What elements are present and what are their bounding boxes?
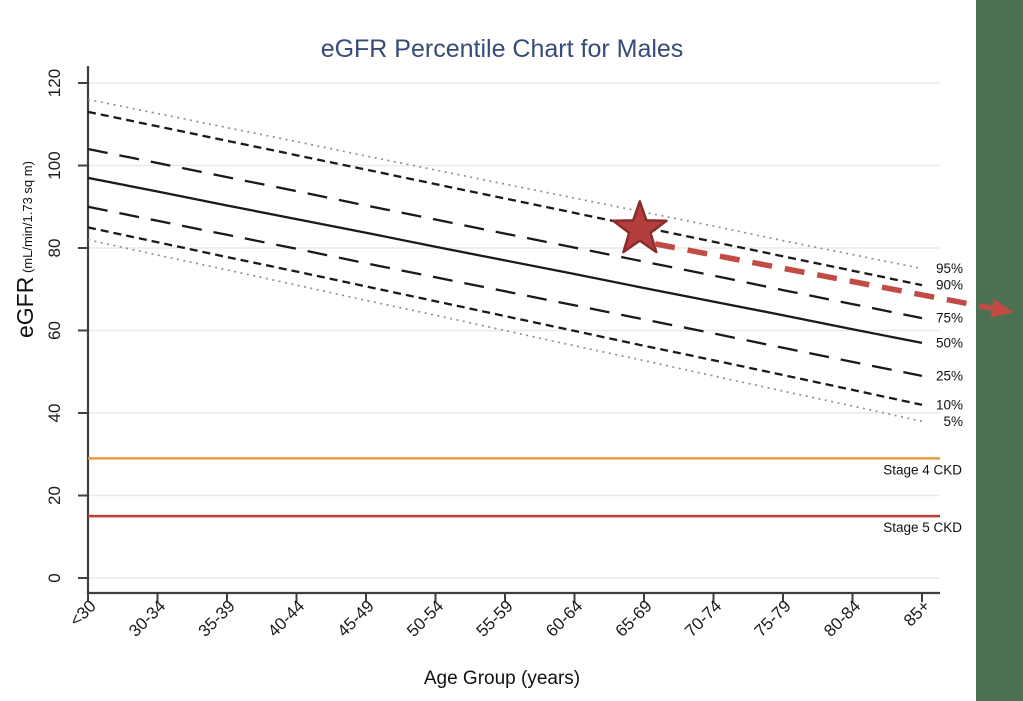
reference-label: Stage 5 CKD — [883, 520, 962, 535]
projection-arrow-head — [990, 298, 1014, 318]
side-band — [976, 0, 1023, 701]
reference-label: Stage 4 CKD — [883, 462, 962, 477]
y-axis-title-units: (mL/min/1.73 sq m) — [20, 161, 35, 277]
percentile-label-90: 90% — [936, 278, 963, 293]
y-axis-title: eGFR (mL/min/1.73 sq m) — [12, 161, 38, 338]
y-axis-title-main: eGFR — [12, 277, 38, 338]
percentile-line-50 — [87, 176, 923, 345]
percentile-label-50: 50% — [936, 335, 963, 350]
chart-title: eGFR Percentile Chart for Males — [321, 35, 684, 63]
patient-star-marker — [611, 200, 668, 254]
percentile-label-95: 95% — [936, 261, 963, 276]
y-tick-label: 120 — [45, 69, 64, 97]
y-tick-label: 60 — [45, 321, 64, 340]
y-tick-label: 100 — [45, 151, 64, 179]
percentile-label-25: 25% — [936, 368, 963, 383]
percentile-line-90 — [87, 110, 923, 287]
percentile-line-95 — [87, 98, 923, 270]
y-tick-label: 40 — [45, 404, 64, 423]
y-tick-label: 20 — [45, 486, 64, 505]
percentile-label-10: 10% — [936, 397, 963, 412]
percentile-line-25 — [87, 205, 923, 378]
projection-arrow-line — [654, 241, 997, 312]
percentile-label-75: 75% — [936, 311, 963, 326]
y-tick-label: 80 — [45, 239, 64, 258]
percentile-line-75 — [87, 147, 923, 320]
x-axis-title: Age Group (years) — [424, 668, 580, 689]
percentile-label-5: 5% — [943, 414, 963, 429]
y-tick-label: 0 — [45, 573, 64, 582]
